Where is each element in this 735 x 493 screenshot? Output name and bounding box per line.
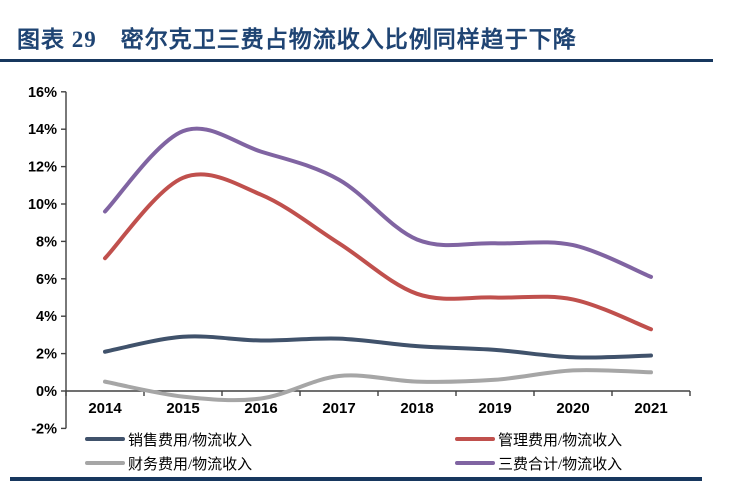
legend-label: 三费合计/物流收入 [498, 456, 623, 473]
x-tick-label: 2021 [634, 400, 667, 417]
y-tick-label: 0% [36, 384, 57, 400]
y-tick-label: 16% [28, 85, 57, 101]
x-tick-label: 2019 [478, 400, 511, 417]
legend-swatch-line [455, 461, 495, 465]
bottom-rule [10, 477, 702, 481]
chart-canvas: 16% 14% 12% 10% 8% 6% 4% 2% 0% -2% 2014 2015 2016 201… [28, 85, 691, 437]
x-tick-label: 2020 [556, 400, 589, 417]
x-tick-label: 2015 [166, 400, 199, 417]
x-tick-label: 2017 [322, 400, 355, 417]
y-tick-label: 4% [36, 309, 57, 325]
y-tick-label: 8% [36, 234, 57, 250]
y-tick-label: -2% [31, 421, 57, 437]
y-tick-label: 10% [28, 197, 57, 213]
legend-item-0: 销售费用/物流收入 [85, 429, 252, 449]
y-tick-label: 6% [36, 272, 57, 288]
legend-item-3: 三费合计/物流收入 [455, 453, 622, 473]
legend-swatch-line [85, 437, 125, 441]
title-underline [0, 59, 713, 62]
series-line-0 [103, 334, 653, 360]
y-tick-label: 2% [36, 347, 57, 363]
y-tick-label: 12% [28, 160, 57, 176]
legend-item-1: 管理费用/物流收入 [455, 429, 622, 449]
y-tick-label: 14% [28, 122, 57, 138]
legend-item-2: 财务费用/物流收入 [85, 453, 252, 473]
legend-label: 管理费用/物流收入 [498, 432, 623, 449]
x-tick-label: 2018 [400, 400, 433, 417]
legend-label: 财务费用/物流收入 [128, 456, 253, 473]
legend-swatch-line [455, 437, 495, 441]
legend-swatch-line [85, 461, 125, 465]
series-line-2 [103, 368, 653, 403]
x-tick-label: 2014 [88, 400, 122, 417]
legend-label: 销售费用/物流收入 [128, 432, 253, 449]
series-line-1 [103, 172, 653, 332]
chart-title: 图表 29 密尔克卫三费占物流收入比例同样趋于下降 [17, 27, 577, 52]
series-line-3 [103, 126, 653, 279]
x-tick-label: 2016 [244, 400, 277, 417]
